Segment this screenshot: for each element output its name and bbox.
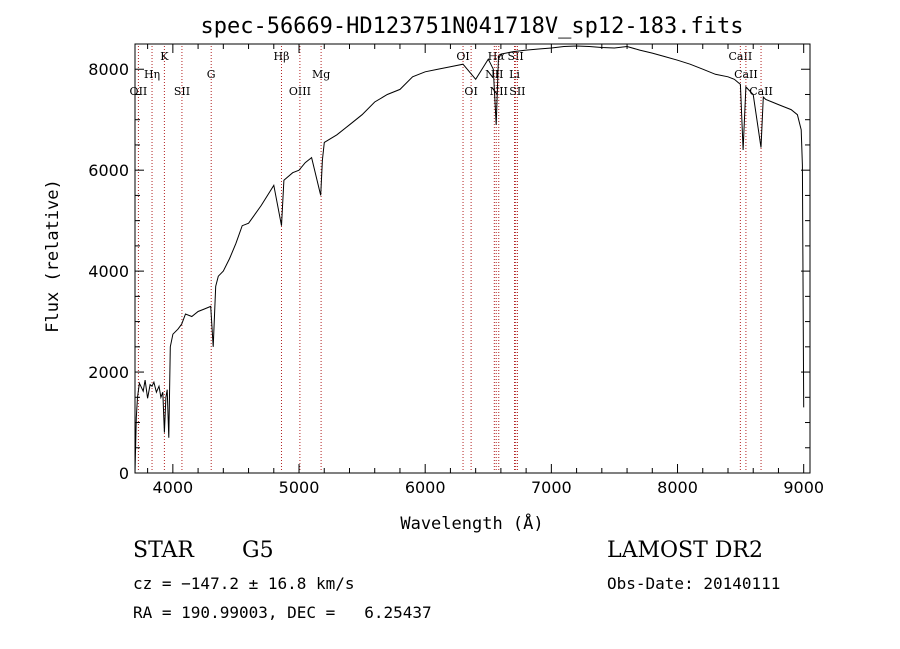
- line-label: OII: [130, 85, 148, 98]
- line-label: SII: [174, 85, 190, 98]
- spectral-line-markers: OIIHηKSIIGHβOIIIMgOIOIHαNIINIISIILiSIICa…: [130, 46, 773, 472]
- y-tick-label: 6000: [88, 161, 129, 180]
- line-label: Li: [509, 68, 520, 81]
- flux-series-line: [134, 45, 805, 474]
- line-label: SII: [509, 85, 525, 98]
- x-tick-label: 5000: [279, 478, 320, 497]
- x-tick-label: 6000: [405, 478, 446, 497]
- observation-date: Obs-Date: 20140111: [607, 574, 781, 593]
- y-axis-label: Flux (relative): [43, 179, 63, 333]
- x-axis-label: Wavelength (Å): [400, 512, 543, 534]
- y-tick-label: 0: [119, 464, 129, 483]
- line-label: NII: [485, 68, 503, 81]
- y-tick-label: 2000: [88, 363, 129, 382]
- line-label: Hη: [144, 68, 160, 81]
- axis-ticks: 4000 5000 6000 7000 8000 9000 0 2000 4000 6000 800…: [88, 44, 824, 497]
- line-label: OIII: [289, 85, 311, 98]
- line-label: OI: [456, 50, 469, 63]
- x-tick-label: 8000: [657, 478, 698, 497]
- line-label: OI: [464, 85, 477, 98]
- line-label: NII: [490, 85, 508, 98]
- x-tick-label: 4000: [152, 478, 193, 497]
- coordinates-readout: RA = 190.99003, DEC = 6.25437: [133, 603, 432, 622]
- y-tick-label: 4000: [88, 262, 129, 281]
- x-tick-label: 7000: [531, 478, 572, 497]
- line-label: SII: [508, 50, 524, 63]
- line-label: CaII: [734, 68, 758, 81]
- object-class: STAR: [133, 538, 194, 563]
- line-label: CaII: [749, 85, 773, 98]
- x-tick-label: 9000: [783, 478, 824, 497]
- line-label: Hβ: [274, 50, 290, 63]
- redshift-readout: cz = −147.2 ± 16.8 km/s: [133, 574, 355, 593]
- chart-title: spec-56669-HD123751N041718V_sp12-183.fit…: [200, 14, 743, 39]
- y-tick-label: 8000: [88, 60, 129, 79]
- line-label: G: [207, 68, 216, 81]
- line-label: Mg: [312, 68, 330, 81]
- object-subclass: G5: [242, 538, 274, 563]
- plot-frame: [134, 43, 811, 474]
- line-label: Hα: [488, 50, 506, 63]
- line-label: CaII: [729, 50, 753, 63]
- line-label: K: [160, 50, 169, 63]
- survey-name: LAMOST DR2: [607, 538, 763, 563]
